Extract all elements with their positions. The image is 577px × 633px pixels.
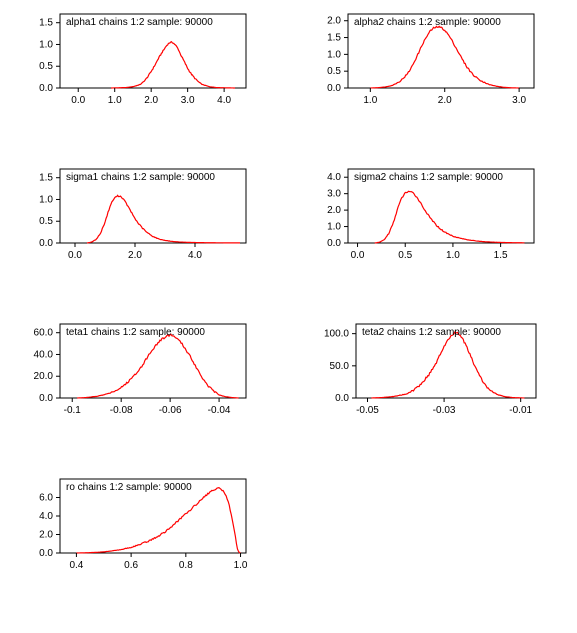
plot-title-sigma1: sigma1 chains 1:2 sample: 90000 — [66, 172, 215, 183]
plot-title-sigma2: sigma2 chains 1:2 sample: 90000 — [354, 172, 503, 183]
xtick-label: 2.0 — [128, 250, 142, 261]
ytick-label: 0.5 — [39, 216, 53, 227]
ytick-label: 0.0 — [39, 238, 53, 249]
ytick-label: 2.0 — [39, 530, 53, 541]
xtick-label: 0.0 — [68, 250, 82, 261]
plot-title-ro: ro chains 1:2 sample: 90000 — [66, 482, 192, 493]
xtick-label: 1.0 — [108, 95, 122, 106]
ytick-label: 1.0 — [39, 194, 53, 205]
xtick-label: 2.0 — [438, 95, 452, 106]
plot-title-alpha2: alpha2 chains 1:2 sample: 90000 — [354, 17, 501, 28]
xtick-label: 0.0 — [351, 250, 365, 261]
ytick-label: 4.0 — [39, 511, 53, 522]
density-curve — [76, 488, 240, 553]
ytick-label: 1.5 — [39, 173, 53, 184]
xtick-label: 0.5 — [398, 250, 412, 261]
plot-title-alpha1: alpha1 chains 1:2 sample: 90000 — [66, 17, 213, 28]
ytick-label: 4.0 — [327, 172, 341, 183]
xtick-label: -0.08 — [110, 405, 133, 416]
density-curve — [371, 332, 524, 398]
xtick-label: -0.05 — [356, 405, 379, 416]
xtick-label: 3.0 — [181, 95, 195, 106]
ytick-label: 0.0 — [39, 548, 53, 559]
xtick-label: 4.0 — [217, 95, 231, 106]
xtick-label: 1.0 — [363, 95, 377, 106]
ytick-label: 0.5 — [39, 61, 53, 72]
xtick-label: 1.0 — [234, 560, 248, 571]
density-curve — [87, 195, 240, 243]
xtick-label: 3.0 — [512, 95, 526, 106]
density-plot-alpha2: 1.0 2.0 3.0 0.0 0.5 1.0 1.5 2.0 — [0, 0, 577, 633]
ytick-label: 40.0 — [34, 349, 54, 360]
ytick-label: 2.0 — [327, 205, 341, 216]
xtick-label: 2.0 — [144, 95, 158, 106]
ytick-label: 0.0 — [39, 393, 53, 404]
density-plot-sigma2: 0.0 0.5 1.0 1.5 0.0 1.0 2.0 3.0 4.0 — [0, 0, 577, 633]
density-curve — [111, 42, 235, 88]
xtick-label: 0.0 — [71, 95, 85, 106]
ytick-label: 20.0 — [34, 371, 54, 382]
density-plot-alpha1: 0.0 1.0 2.0 3.0 4.0 0.0 0.5 1.0 1.5 — [0, 0, 577, 633]
density-plot-teta1: -0.1 -0.08 -0.06 -0.04 0.0 20.0 40.0 60.0 — [0, 0, 577, 633]
xtick-label: -0.06 — [159, 405, 182, 416]
plot-title-teta2: teta2 chains 1:2 sample: 90000 — [362, 327, 501, 338]
ytick-label: 1.0 — [327, 222, 341, 233]
xtick-label: -0.1 — [64, 405, 82, 416]
density-plot-teta2: -0.05 -0.03 -0.01 0.0 50.0 100.0 — [0, 0, 577, 633]
ytick-label: 1.0 — [327, 49, 341, 60]
plot-title-teta1: teta1 chains 1:2 sample: 90000 — [66, 327, 205, 338]
density-plot-ro: 0.4 0.6 0.8 1.0 0.0 2.0 4.0 6.0 — [0, 0, 577, 633]
xtick-label: 1.0 — [446, 250, 460, 261]
density-curve — [375, 191, 525, 243]
xtick-label: 0.6 — [124, 560, 138, 571]
ytick-label: 0.5 — [327, 66, 341, 77]
ytick-label: 0.0 — [327, 238, 341, 249]
density-plot-sigma1: 0.0 2.0 4.0 0.0 0.5 1.0 1.5 — [0, 0, 577, 633]
xtick-label: -0.04 — [208, 405, 231, 416]
ytick-label: 60.0 — [34, 328, 54, 339]
ytick-label: 2.0 — [327, 16, 341, 27]
ytick-label: 50.0 — [330, 361, 350, 372]
ytick-label: 0.0 — [335, 393, 349, 404]
ytick-label: 1.0 — [39, 39, 53, 50]
chart-grid: 0.0 1.0 2.0 3.0 4.0 0.0 0.5 1.0 1.5 alpha1 chains… — [0, 0, 577, 633]
ytick-label: 100.0 — [324, 329, 349, 340]
density-curve — [370, 26, 519, 88]
xtick-label: 0.8 — [179, 560, 193, 571]
xtick-label: 0.4 — [69, 560, 83, 571]
ytick-label: 3.0 — [327, 189, 341, 200]
ytick-label: 0.0 — [39, 83, 53, 94]
ytick-label: 1.5 — [39, 18, 53, 29]
xtick-label: 1.5 — [494, 250, 508, 261]
ytick-label: 6.0 — [39, 493, 53, 504]
xtick-label: -0.01 — [509, 405, 532, 416]
ytick-label: 0.0 — [327, 83, 341, 94]
xtick-label: -0.03 — [433, 405, 456, 416]
ytick-label: 1.5 — [327, 33, 341, 44]
xtick-label: 4.0 — [188, 250, 202, 261]
density-curve — [77, 334, 239, 398]
